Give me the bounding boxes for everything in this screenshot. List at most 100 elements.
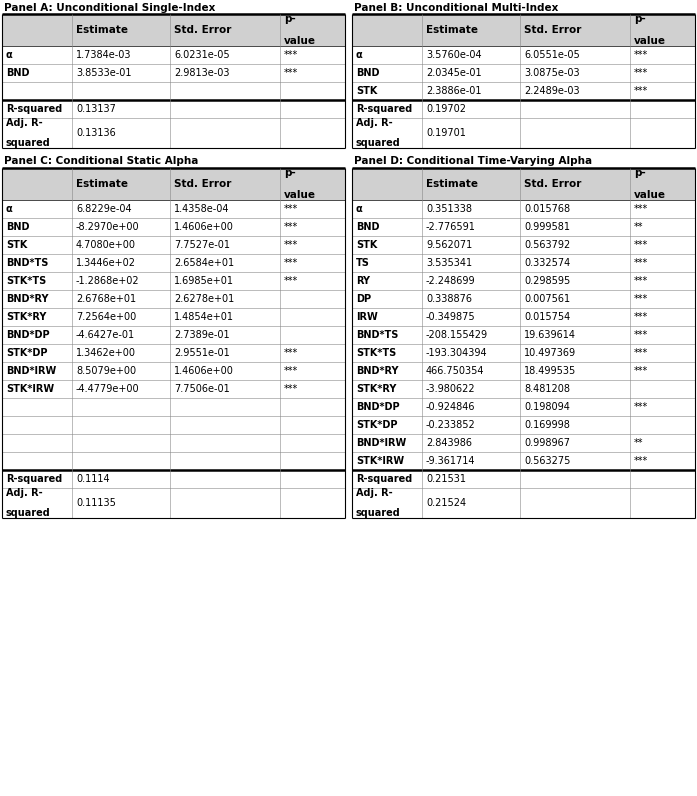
Text: 2.843986: 2.843986: [426, 438, 472, 448]
Text: STK*TS: STK*TS: [6, 276, 46, 286]
Text: Estimate: Estimate: [426, 25, 478, 35]
Text: p-: p-: [284, 168, 296, 178]
Text: -3.980622: -3.980622: [426, 384, 475, 394]
Bar: [352, 326, 695, 344]
Text: 466.750354: 466.750354: [426, 366, 484, 376]
Text: 0.298595: 0.298595: [524, 276, 570, 286]
Text: Adj. R-: Adj. R-: [6, 488, 43, 498]
Text: 0.332574: 0.332574: [524, 258, 570, 268]
Text: 9.562071: 9.562071: [426, 240, 473, 250]
Text: 2.2489e-03: 2.2489e-03: [524, 86, 580, 96]
Text: R-squared: R-squared: [6, 474, 62, 484]
Text: 0.999581: 0.999581: [524, 222, 570, 232]
Bar: [352, 200, 695, 218]
Text: -193.304394: -193.304394: [426, 348, 488, 358]
Text: STK*DP: STK*DP: [6, 348, 47, 358]
Text: 2.6768e+01: 2.6768e+01: [76, 294, 136, 304]
Text: 0.015768: 0.015768: [524, 204, 570, 214]
Bar: [2, 308, 345, 326]
Bar: [2, 398, 345, 416]
Text: R-squared: R-squared: [356, 104, 412, 114]
Bar: [352, 380, 695, 398]
Text: ***: ***: [634, 258, 648, 268]
Text: 2.6584e+01: 2.6584e+01: [174, 258, 234, 268]
Bar: [352, 470, 695, 488]
Bar: [352, 416, 695, 434]
Text: 4.7080e+00: 4.7080e+00: [76, 240, 136, 250]
Text: 2.7389e-01: 2.7389e-01: [174, 330, 229, 340]
Text: ***: ***: [634, 456, 648, 466]
Text: -0.349875: -0.349875: [426, 312, 475, 322]
Text: -4.4779e+00: -4.4779e+00: [76, 384, 139, 394]
Bar: [352, 14, 695, 46]
Text: 0.007561: 0.007561: [524, 294, 570, 304]
Text: ***: ***: [634, 50, 648, 60]
Text: value: value: [284, 36, 316, 46]
Text: STK*DP: STK*DP: [356, 420, 397, 430]
Bar: [2, 452, 345, 470]
Text: 6.0551e-05: 6.0551e-05: [524, 50, 580, 60]
Text: ***: ***: [634, 204, 648, 214]
Text: 1.3462e+00: 1.3462e+00: [76, 348, 136, 358]
Text: p-: p-: [634, 14, 645, 24]
Text: BND*TS: BND*TS: [356, 330, 399, 340]
Bar: [352, 344, 695, 362]
Text: ***: ***: [634, 312, 648, 322]
Bar: [2, 100, 345, 118]
Text: Std. Error: Std. Error: [524, 179, 581, 189]
Bar: [2, 488, 345, 518]
Text: DP: DP: [356, 294, 371, 304]
Text: 2.6278e+01: 2.6278e+01: [174, 294, 234, 304]
Bar: [2, 64, 345, 82]
Text: 7.2564e+00: 7.2564e+00: [76, 312, 136, 322]
Bar: [2, 362, 345, 380]
Text: value: value: [634, 36, 666, 46]
Bar: [2, 380, 345, 398]
Text: ***: ***: [634, 348, 648, 358]
Text: 2.9813e-03: 2.9813e-03: [174, 68, 229, 78]
Bar: [352, 452, 695, 470]
Text: -208.155429: -208.155429: [426, 330, 488, 340]
Text: -2.776591: -2.776591: [426, 222, 476, 232]
Bar: [352, 488, 695, 518]
Text: 0.1114: 0.1114: [76, 474, 109, 484]
Text: Panel B: Unconditional Multi-Index: Panel B: Unconditional Multi-Index: [354, 3, 558, 13]
Bar: [2, 272, 345, 290]
Text: BND*DP: BND*DP: [6, 330, 49, 340]
Text: BND*DP: BND*DP: [356, 402, 399, 412]
Bar: [352, 434, 695, 452]
Text: 0.19701: 0.19701: [426, 128, 466, 138]
Text: BND*RY: BND*RY: [6, 294, 49, 304]
Bar: [2, 254, 345, 272]
Text: **: **: [634, 222, 643, 232]
Text: -8.2970e+00: -8.2970e+00: [76, 222, 139, 232]
Text: squared: squared: [356, 138, 401, 148]
Text: STK: STK: [356, 86, 377, 96]
Bar: [2, 470, 345, 488]
Text: STK*IRW: STK*IRW: [356, 456, 404, 466]
Text: BND: BND: [356, 68, 379, 78]
Text: 1.3446e+02: 1.3446e+02: [76, 258, 136, 268]
Text: BND: BND: [6, 68, 29, 78]
Text: ***: ***: [284, 68, 298, 78]
Text: ***: ***: [284, 222, 298, 232]
Text: 3.5760e-04: 3.5760e-04: [426, 50, 482, 60]
Text: ***: ***: [634, 294, 648, 304]
Text: R-squared: R-squared: [6, 104, 62, 114]
Text: -2.248699: -2.248699: [426, 276, 475, 286]
Text: Panel C: Conditional Static Alpha: Panel C: Conditional Static Alpha: [4, 156, 199, 166]
Bar: [352, 118, 695, 148]
Text: ***: ***: [284, 50, 298, 60]
Text: BND: BND: [356, 222, 379, 232]
Bar: [352, 46, 695, 64]
Text: squared: squared: [6, 138, 51, 148]
Bar: [2, 416, 345, 434]
Bar: [352, 290, 695, 308]
Bar: [2, 118, 345, 148]
Text: ***: ***: [284, 366, 298, 376]
Text: 2.0345e-01: 2.0345e-01: [426, 68, 482, 78]
Bar: [2, 326, 345, 344]
Text: 0.19702: 0.19702: [426, 104, 466, 114]
Bar: [2, 82, 345, 100]
Bar: [2, 290, 345, 308]
